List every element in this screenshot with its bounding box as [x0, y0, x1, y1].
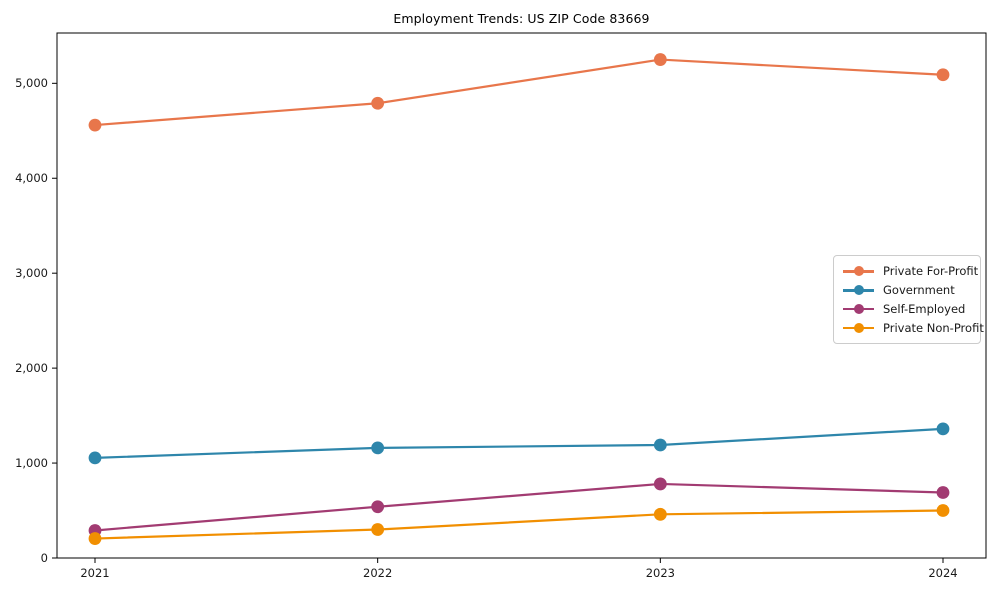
data-point-3-2 [653, 507, 667, 521]
data-point-2-3 [936, 486, 950, 499]
legend-line-dot-icon [843, 303, 874, 315]
y-tick-label: 0 [41, 551, 48, 565]
legend-item-3: Private Non-Profit [843, 318, 984, 337]
series-line-2 [93, 482, 945, 532]
data-point-1-0 [88, 451, 102, 465]
data-point-3-3 [936, 504, 950, 517]
data-point-1-3 [936, 422, 950, 436]
legend-item-2: Self-Employed [843, 300, 971, 319]
data-point-0-1 [371, 96, 385, 110]
y-tick-label: 1,000 [15, 456, 48, 470]
series-line-0 [93, 58, 945, 127]
data-point-1-2 [653, 438, 667, 452]
y-tick-label: 5,000 [15, 76, 48, 90]
data-point-3-0 [88, 532, 102, 545]
x-tick-label: 2022 [363, 566, 392, 580]
data-point-0-0 [88, 118, 102, 132]
data-point-2-1 [371, 500, 385, 514]
data-point-1-1 [371, 441, 385, 455]
data-point-0-3 [936, 68, 950, 82]
legend-line-dot-icon [843, 284, 874, 296]
legend-label: Private Non-Profit [883, 320, 984, 335]
series-line-3 [93, 509, 945, 540]
legend-item-1: Government [843, 281, 971, 300]
data-point-3-1 [371, 523, 385, 536]
legend-label: Government [883, 283, 955, 298]
y-tick-label: 4,000 [15, 171, 48, 185]
legend-line-dot-icon [843, 322, 874, 334]
legend-box: Private For-Profit Government Self-Employe… [833, 255, 984, 344]
plot-frame [56, 32, 987, 559]
series-line-1 [93, 427, 945, 459]
legend-label: Private For-Profit [883, 264, 979, 279]
legend-item-0: Private For-Profit [843, 262, 978, 281]
y-tick-label: 3,000 [15, 266, 48, 280]
y-tick-label: 2,000 [15, 361, 48, 375]
x-tick-label: 2024 [928, 566, 957, 580]
legend-label: Self-Employed [883, 301, 966, 316]
x-tick-label: 2021 [80, 566, 109, 580]
chart-title: Employment Trends: US ZIP Code 83669 [393, 11, 650, 26]
x-tick-label: 2023 [646, 566, 675, 580]
data-point-0-2 [653, 53, 667, 66]
data-point-2-2 [653, 477, 667, 491]
legend-line-dot-icon [843, 265, 874, 277]
